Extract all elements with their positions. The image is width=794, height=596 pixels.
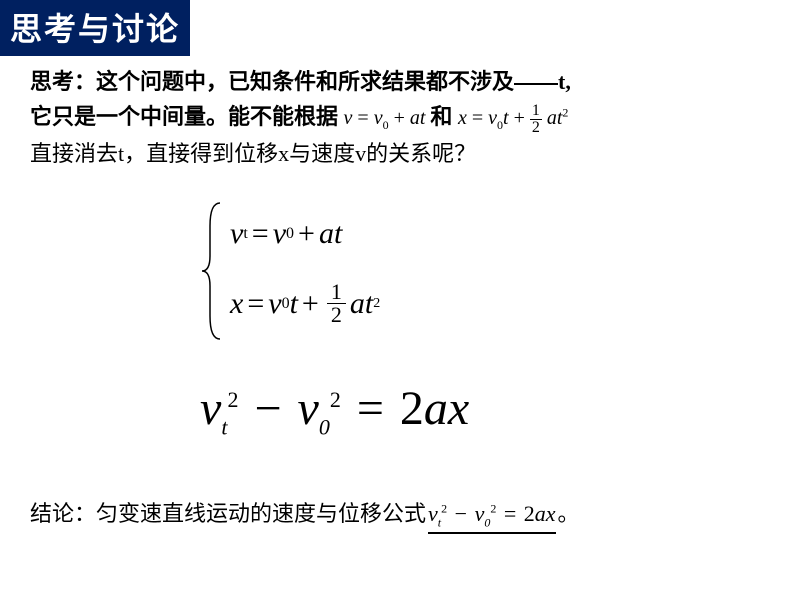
intro-label: 思考 [30,69,74,94]
conclusion-period: 。 [558,496,580,528]
eq1-sub0: 0 [383,118,389,132]
r1-at: at [319,217,342,251]
header-title: 思考与讨论 [10,11,180,47]
r2-x: x [230,287,243,321]
conclusion-block: 结论： 匀变速直线运动的速度与位移公式 vt2 − v02 = 2ax 。 [30,496,764,534]
c-sub-t: t [438,515,441,529]
equation-rows: vt = v0 + at x = v0t + 1 2 at2 [224,201,380,341]
eq2-x: x [458,107,467,129]
r2-sub0: 0 [282,295,290,313]
big-minus: − [254,382,281,435]
conclusion-underline: vt2 − v02 = 2ax [428,501,555,534]
r2-sup: 2 [373,296,380,312]
eq2-fraction: 1 2 [530,103,542,136]
c-two: 2 [524,501,535,526]
big-vt: v [200,382,221,435]
eq1-plus: + [394,107,405,129]
big-sup2: 2 [330,387,341,412]
c-minus: − [455,501,467,526]
c-sub0: 0 [484,515,490,529]
r1-plus: + [298,217,315,251]
big-two: 2 [400,382,424,435]
r1-sub0: 0 [286,225,294,243]
system-row2: x = v0t + 1 2 at2 [230,281,380,326]
content-area: 思考：这个问题中，已知条件和所求结果都不涉及t, 它只是一个中间量。能不能根据 … [0,56,794,534]
eq2-sup: 2 [562,106,568,120]
conclusion-text: 匀变速直线运动的速度与位移公式 [96,496,426,528]
c-ax: ax [535,501,556,526]
r2-plus: + [302,287,319,321]
big-sub0: 0 [319,415,330,440]
r1-eq: = [252,217,269,251]
inline-eq2: x = v0t + 1 2 at2 [458,107,568,129]
eq2-num: 1 [530,103,542,120]
comma: , [565,69,571,94]
intro-block: 思考：这个问题中，已知条件和所求结果都不涉及t, 它只是一个中间量。能不能根据 … [30,64,764,171]
c-v0: v [475,501,485,526]
eq2-v0: v [488,107,497,129]
big-equation: vt2 − v02 = 2ax [200,381,764,441]
big-eq: = [357,382,384,435]
c-equals: = [504,501,516,526]
eq1-v: v [344,107,353,129]
r1-vt: v [230,217,243,251]
intro-part3: 直接消去t，直接得到位移x与速度v的关系呢？ [30,141,476,166]
big-ax: ax [424,382,469,435]
eq2-plus: + [514,107,525,129]
header-banner: 思考与讨论 [0,0,190,56]
inline-eq1: v = v0 + at [344,107,431,129]
r2-num: 1 [327,281,346,304]
big-sup1: 2 [227,387,238,412]
eq1-at: at [410,107,426,129]
left-brace-icon [200,201,224,341]
eq2-equals: = [472,107,483,129]
eq2-t: t [503,107,509,129]
r1-sub-t: t [243,225,247,243]
eq2-at: at [547,107,563,129]
r2-t: t [290,287,298,321]
r2-den: 2 [327,304,346,326]
big-v0: v [298,382,319,435]
intro-part2: 它只是一个中间量。能不能根据 [30,104,338,129]
system-row1: vt = v0 + at [230,217,380,251]
intro-and: 和 [430,104,452,129]
intro-part1: 这个问题中，已知条件和所求结果都不涉及 [96,69,514,94]
eq1-v0: v [374,107,383,129]
conclusion-label: 结论： [30,496,96,528]
c-vt: v [428,501,438,526]
c-sup1: 2 [441,502,447,516]
big-sub-t: t [221,415,227,440]
r2-at: at [350,287,373,321]
r2-fraction: 1 2 [327,281,346,326]
blank-line [514,83,558,85]
r2-eq: = [247,287,264,321]
eq2-den: 2 [530,120,542,136]
c-sup2: 2 [490,502,496,516]
eq1-equals: = [357,107,368,129]
equation-system: vt = v0 + at x = v0t + 1 2 at2 [200,201,764,341]
r1-v0: v [273,217,286,251]
conclusion-equation: vt2 − v02 = 2ax [428,501,555,526]
intro-colon: ： [74,69,96,94]
r2-v0: v [268,287,281,321]
